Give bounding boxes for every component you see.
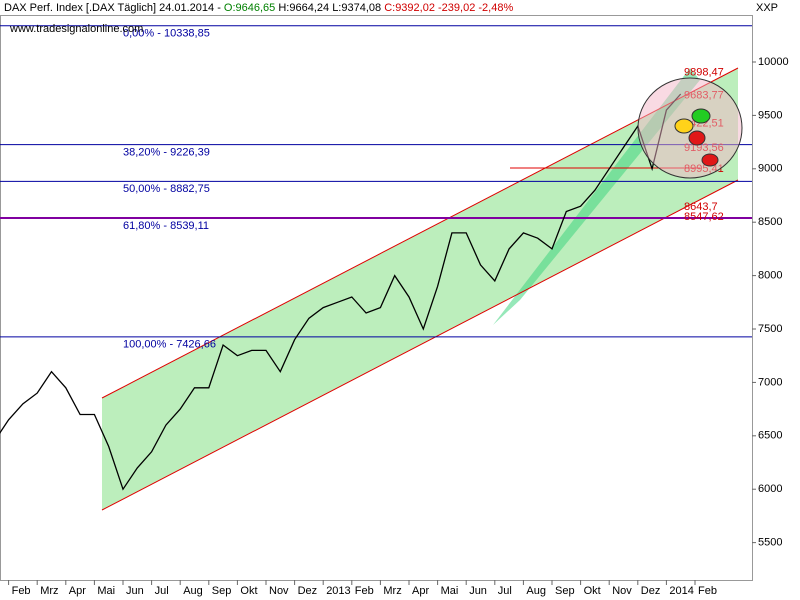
y-tick-label: 8000 (758, 270, 782, 282)
x-tick-label: Aug (183, 585, 203, 597)
x-tick-label: Feb (12, 585, 31, 597)
marker-red (701, 153, 719, 167)
y-tick-label: 9500 (758, 109, 782, 121)
marker-green (691, 108, 711, 124)
header-close: C:9392,02 -239,02 -2,48% (384, 2, 513, 14)
x-tick-label: Aug (526, 585, 546, 597)
header-symbol: DAX Perf. Index [.DAX Täglich] 24.01.201… (4, 2, 221, 14)
x-tick-label: Dez (298, 585, 318, 597)
x-tick-label: Sep (555, 585, 575, 597)
fib-label: 0,00% - 10338,85 (123, 28, 210, 40)
x-tick-label: Nov (269, 585, 289, 597)
x-tick-label: Jun (126, 585, 144, 597)
marker-red (688, 130, 706, 146)
fib-label: 50,00% - 8882,75 (123, 183, 210, 195)
corner-label: XXP (756, 2, 778, 14)
y-tick-label: 7500 (758, 323, 782, 335)
header-open: O:9646,65 (224, 2, 275, 14)
plot-frame (0, 15, 753, 581)
x-tick-label: Okt (584, 585, 601, 597)
fib-label: 61,80% - 8539,11 (123, 220, 209, 232)
x-tick-label: 2013 (326, 585, 350, 597)
price-label: 8547,62 (684, 211, 724, 223)
x-tick-label: Jul (155, 585, 169, 597)
fib-label: 38,20% - 9226,39 (123, 147, 210, 159)
x-tick-label: Mrz (383, 585, 401, 597)
channel-lower (101, 179, 739, 511)
y-tick-label: 7000 (758, 376, 782, 388)
y-tick-label: 5500 (758, 537, 782, 549)
header: DAX Perf. Index [.DAX Täglich] 24.01.201… (4, 2, 513, 14)
x-tick-label: Mai (97, 585, 115, 597)
y-tick-label: 8500 (758, 216, 782, 228)
x-tick-label: Dez (641, 585, 661, 597)
y-tick-label: 6000 (758, 483, 782, 495)
x-tick-label: Jul (498, 585, 512, 597)
price-label: 8643,7 (684, 201, 718, 213)
x-tick-label: 2014 (669, 585, 693, 597)
trend-channel (102, 68, 738, 510)
source: www.tradesignalonline.com (9, 23, 143, 35)
x-tick-label: Nov (612, 585, 632, 597)
y-tick-label: 10000 (758, 56, 789, 68)
x-tick-label: Feb (698, 585, 717, 597)
price-label: 9898,47 (684, 67, 724, 79)
price-line (0, 93, 682, 491)
header-low: L:9374,08 (332, 2, 381, 14)
x-tick-label: Okt (240, 585, 257, 597)
x-tick-label: Apr (412, 585, 429, 597)
x-tick-label: Feb (355, 585, 374, 597)
x-tick-label: Jun (469, 585, 487, 597)
x-tick-label: Mrz (40, 585, 58, 597)
x-tick-label: Sep (212, 585, 232, 597)
y-tick-label: 6500 (758, 430, 782, 442)
channel-upper (101, 67, 739, 399)
header-high: H:9664,24 (278, 2, 329, 14)
y-tick-label: 9000 (758, 163, 782, 175)
fib-label: 100,00% - 7426,66 (123, 339, 216, 351)
x-tick-label: Mai (441, 585, 459, 597)
x-tick-label: Apr (69, 585, 86, 597)
marker-yellow (674, 118, 694, 134)
